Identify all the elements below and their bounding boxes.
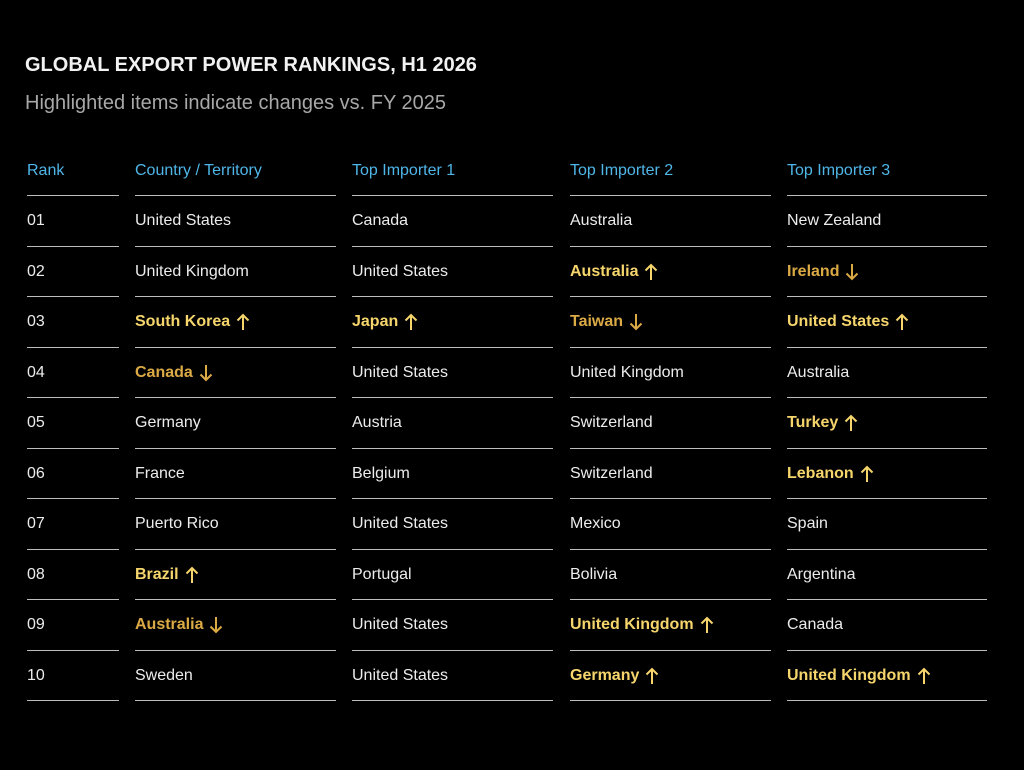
- table-cell: Canada: [352, 197, 553, 247]
- rank-cell: 08: [27, 550, 119, 600]
- table-cell: United Kingdom: [570, 348, 771, 398]
- table-cell: Japan: [352, 298, 553, 348]
- rank-cell: 05: [27, 399, 119, 449]
- arrow-up: [845, 414, 858, 431]
- rank-cell: 06: [27, 449, 119, 499]
- cell-text: United Kingdom: [570, 616, 694, 633]
- rank-cell: 07: [27, 500, 119, 550]
- arrow-up: [645, 263, 658, 280]
- table-cell: United States: [352, 247, 553, 297]
- cell-text: Taiwan: [570, 313, 624, 330]
- rank-cell: 01: [27, 197, 119, 247]
- table-cell: Brazil: [135, 550, 336, 600]
- rank-cell: 09: [27, 601, 119, 651]
- title: GLOBAL EXPORT POWER RANKINGS, H1 2026: [25, 54, 477, 76]
- rank-cell: 03: [27, 298, 119, 348]
- arrow-down: [199, 364, 213, 381]
- table-cell: Belgium: [352, 449, 553, 499]
- table-cell: Sweden: [135, 651, 336, 701]
- table-cell: Lebanon: [787, 449, 987, 499]
- arrow-up: [896, 313, 909, 330]
- subtitle: Highlighted items indicate changes vs. F…: [25, 92, 446, 114]
- table-cell: Turkey: [787, 399, 987, 449]
- table-cell: Switzerland: [570, 449, 771, 499]
- rank-cell: 04: [27, 348, 119, 398]
- table-cell: South Korea: [135, 298, 336, 348]
- column-header: Top Importer 1: [352, 146, 553, 196]
- table-cell: Australia: [787, 348, 987, 398]
- cell-text: Turkey: [787, 414, 839, 431]
- table-cell: Spain: [787, 500, 987, 550]
- cell-text: Ireland: [787, 262, 840, 280]
- cell-text: Brazil: [135, 565, 179, 583]
- table-cell: Argentina: [787, 550, 987, 600]
- table-cell: New Zealand: [787, 197, 987, 247]
- arrow-up: [646, 667, 659, 684]
- rank-cell: 02: [27, 247, 119, 297]
- table-cell: Germany: [135, 399, 336, 449]
- cell-text: Japan: [352, 313, 399, 330]
- table-cell: Puerto Rico: [135, 500, 336, 550]
- table-cell: United States: [787, 298, 987, 348]
- arrow-down: [210, 617, 223, 634]
- column-header: Country / Territory: [135, 146, 336, 196]
- table-cell: Australia: [570, 247, 771, 297]
- table-cell: Canada: [787, 601, 987, 651]
- cell-text: Lebanon: [787, 464, 854, 482]
- table-cell: Germany: [570, 651, 771, 701]
- table-cell: Mexico: [570, 500, 771, 550]
- table-cell: France: [135, 449, 336, 499]
- table-cell: United Kingdom: [135, 247, 336, 297]
- table-cell: Austria: [352, 399, 553, 449]
- table-cell: United States: [352, 651, 553, 701]
- arrow-up: [405, 313, 418, 330]
- rank-cell: 10: [27, 651, 119, 701]
- table-cell: Switzerland: [570, 399, 771, 449]
- table-cell: Taiwan: [570, 298, 771, 348]
- column-header: Top Importer 2: [570, 146, 771, 196]
- cell-text: Australia: [135, 616, 204, 633]
- column-header: Top Importer 3: [787, 146, 987, 196]
- cell-text: United States: [787, 313, 890, 330]
- table-cell: United States: [352, 601, 553, 651]
- column-header: Rank: [27, 146, 119, 196]
- table-cell: United States: [352, 500, 553, 550]
- arrow-up: [185, 566, 198, 583]
- cell-text: South Korea: [135, 313, 231, 330]
- arrow-up: [236, 313, 250, 330]
- table-cell: United Kingdom: [570, 601, 771, 651]
- arrow-down: [846, 263, 859, 280]
- arrow-down: [629, 314, 643, 331]
- cell-text: United Kingdom: [787, 666, 911, 684]
- table-cell: United States: [135, 197, 336, 247]
- cell-text: Canada: [135, 363, 193, 381]
- table-cell: Bolivia: [570, 550, 771, 600]
- table-cell: United Kingdom: [787, 651, 987, 701]
- table-cell: Australia: [570, 197, 771, 247]
- table-cell: Canada: [135, 348, 336, 398]
- cell-text: Australia: [570, 262, 639, 280]
- arrow-up: [860, 465, 873, 482]
- cell-text: Germany: [570, 666, 640, 684]
- table-cell: United States: [352, 348, 553, 398]
- table-cell: Ireland: [787, 247, 987, 297]
- arrow-up: [700, 616, 713, 633]
- table-cell: Portugal: [352, 550, 553, 600]
- arrow-up: [917, 667, 930, 684]
- table-cell: Australia: [135, 601, 336, 651]
